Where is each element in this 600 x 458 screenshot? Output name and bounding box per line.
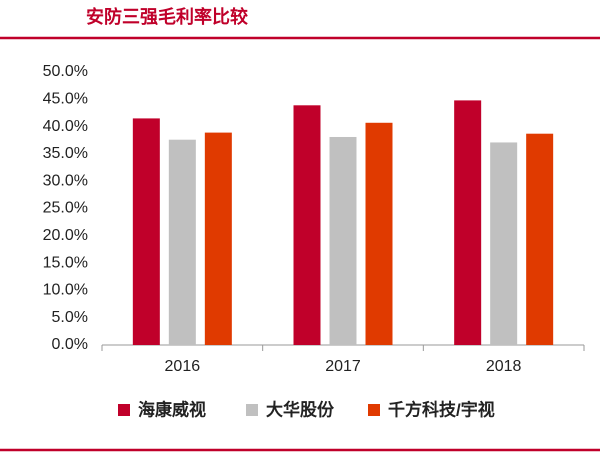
y-tick-label: 40.0% xyxy=(43,118,88,135)
bar xyxy=(526,133,554,345)
bar xyxy=(365,122,393,345)
legend-swatch xyxy=(368,404,380,416)
x-tick-label: 2017 xyxy=(325,358,361,375)
chart-title: 安防三强毛利率比较 xyxy=(86,6,248,27)
bar xyxy=(454,100,482,345)
bar xyxy=(168,139,196,345)
bar xyxy=(132,118,160,345)
bar xyxy=(490,142,518,345)
y-tick-label: 0.0% xyxy=(52,336,88,353)
bar xyxy=(204,132,232,345)
x-tick-label: 2016 xyxy=(165,358,201,375)
legend-swatch xyxy=(118,404,130,416)
legend-swatch xyxy=(246,404,258,416)
x-tick-label: 2018 xyxy=(486,358,522,375)
y-tick-label: 50.0% xyxy=(43,63,88,80)
y-tick-label: 5.0% xyxy=(52,309,88,326)
y-tick-label: 30.0% xyxy=(43,172,88,189)
bar xyxy=(293,105,321,345)
legend-label: 千方科技/宇视 xyxy=(388,399,495,419)
y-tick-label: 25.0% xyxy=(43,200,88,217)
y-tick-label: 20.0% xyxy=(43,227,88,244)
y-tick-label: 35.0% xyxy=(43,145,88,162)
legend-label: 海康威视 xyxy=(138,399,206,419)
y-tick-label: 45.0% xyxy=(43,91,88,108)
y-tick-label: 10.0% xyxy=(43,282,88,299)
bar xyxy=(329,136,357,345)
legend-label: 大华股份 xyxy=(266,399,335,419)
y-tick-label: 15.0% xyxy=(43,254,88,271)
